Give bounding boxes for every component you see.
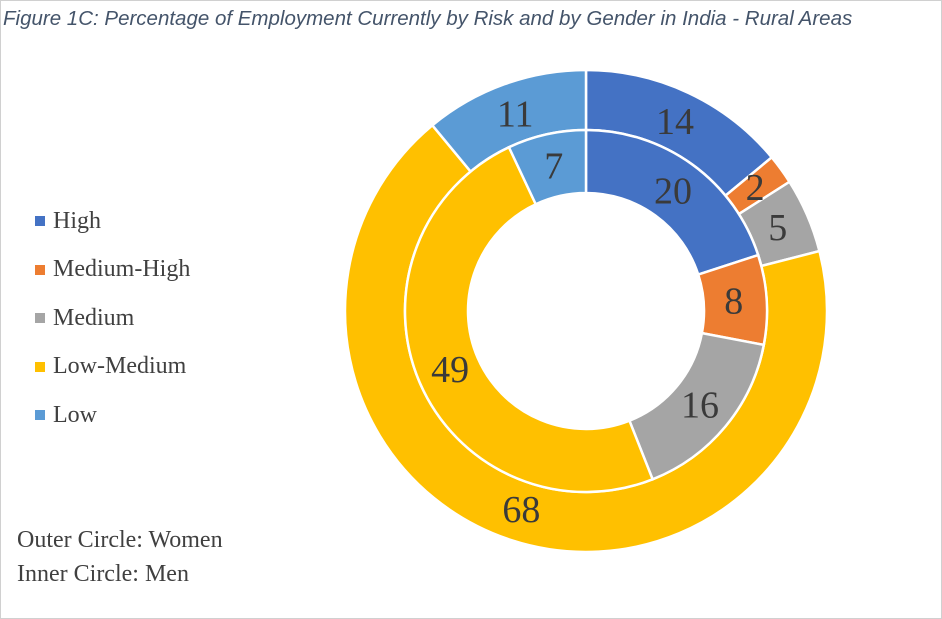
data-labels: 14 25 68 11 20 8 16 49 7 — [431, 93, 787, 530]
note-outer-circle: Outer Circle: Women — [17, 527, 223, 553]
outer-label-high: 14 — [656, 101, 694, 143]
outer-label-medium-high: 2 — [746, 167, 765, 209]
inner-label-medium-high: 8 — [724, 281, 743, 323]
inner-ring-men — [403, 128, 769, 494]
legend-swatch-high — [35, 216, 45, 227]
legend-item-medium: Medium — [35, 294, 190, 343]
legend-label-low: Low — [53, 401, 97, 428]
inner-slice-low — [507, 128, 588, 206]
inner-label-low-medium: 49 — [431, 349, 469, 391]
legend: High Medium-High Medium Low-Medium Low — [35, 197, 190, 440]
outer-label-medium: 5 — [768, 207, 787, 249]
legend-swatch-low — [35, 410, 45, 421]
legend-item-low: Low — [35, 391, 190, 440]
legend-label-medium-high: Medium-High — [53, 256, 191, 283]
legend-item-medium-high: Medium-High — [35, 246, 190, 295]
inner-label-high: 20 — [654, 170, 692, 212]
legend-item-low-medium: Low-Medium — [35, 343, 190, 392]
inner-label-medium: 16 — [681, 384, 719, 426]
outer-label-low: 11 — [497, 93, 534, 135]
inner-label-low: 7 — [544, 146, 563, 188]
inner-slice-low-medium — [403, 145, 655, 494]
note-inner-circle: Inner Circle: Men — [17, 561, 189, 587]
chart-title: Figure 1C: Percentage of Employment Curr… — [3, 7, 853, 30]
legend-swatch-medium-high — [35, 264, 45, 275]
legend-label-low-medium: Low-Medium — [53, 353, 187, 380]
legend-label-medium: Medium — [53, 304, 135, 331]
legend-swatch-low-medium — [35, 361, 45, 372]
legend-item-high: High — [35, 197, 190, 246]
outer-label-low-medium: 68 — [502, 489, 540, 531]
legend-label-high: High — [53, 207, 101, 234]
legend-swatch-medium — [35, 313, 45, 324]
